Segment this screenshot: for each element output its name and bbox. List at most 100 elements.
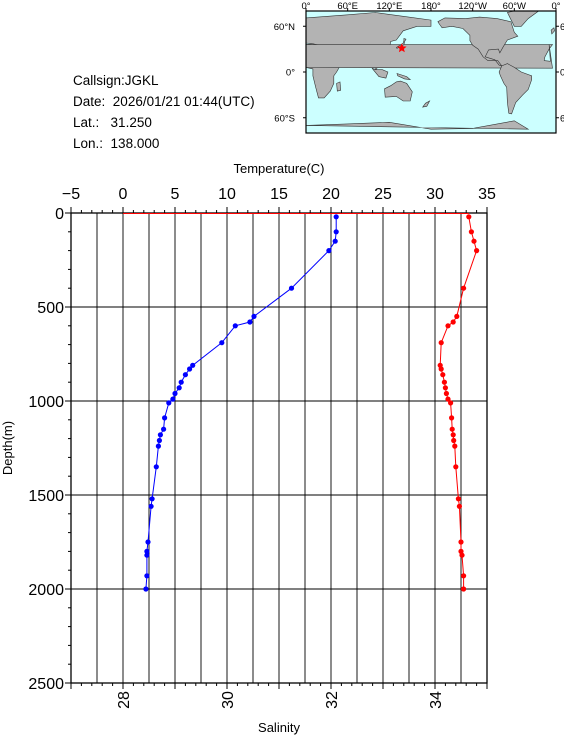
temperature-point	[326, 248, 332, 254]
callsign-label: Callsign:	[73, 73, 125, 88]
salinity-point	[461, 573, 467, 579]
lat-row: Lat.: 31.250	[73, 112, 152, 133]
left-axis-tick-label: 1000	[28, 394, 64, 411]
salinity-point	[441, 379, 447, 385]
temperature-point	[143, 586, 149, 592]
map-lat-label: 60°S	[560, 113, 564, 124]
salinity-point	[438, 366, 444, 372]
salinity-point	[474, 248, 480, 254]
temperature-point	[155, 443, 161, 449]
salinity-point	[453, 464, 459, 470]
temperature-point	[144, 548, 150, 555]
top-axis-title: Temperature(C)	[233, 161, 324, 176]
bottom-axis-title: Salinity	[258, 720, 300, 735]
bottom-axis-tick-label: 28	[116, 691, 133, 709]
map-lon-label: 120°W	[458, 1, 487, 12]
temperature-point	[148, 503, 154, 509]
temperature-point	[161, 426, 167, 432]
salinity-point	[458, 539, 464, 545]
temperature-point	[149, 496, 155, 502]
date-row: Date: 2026/01/21 01:44(UTC)	[73, 91, 255, 112]
bottom-axis-tick-label: 30	[220, 691, 237, 709]
salinity-point	[450, 319, 456, 325]
callsign-value: JGKL	[124, 73, 159, 88]
salinity-point	[471, 238, 477, 244]
salinity-point	[449, 426, 455, 432]
lat-value: 31.250	[110, 115, 152, 130]
temperature-line	[145, 216, 337, 590]
left-axis-tick-label: 500	[37, 300, 64, 317]
temperature-point	[187, 366, 193, 372]
map-lon-label: 180°	[421, 1, 441, 12]
map-land-australia	[384, 80, 413, 102]
temperature-point	[190, 362, 196, 368]
top-axis-tick-label: 25	[374, 186, 392, 203]
lon-value: 138.000	[110, 136, 160, 151]
top-axis-tick-label: 20	[322, 186, 340, 203]
map-lon-label: 0°	[301, 1, 310, 12]
salinity-point	[451, 437, 457, 444]
salinity-point	[461, 586, 467, 592]
salinity-point	[454, 313, 460, 319]
map-land-west-africa	[305, 44, 554, 69]
lon-row: Lon.: 138.000	[73, 133, 159, 154]
salinity-point	[442, 385, 448, 391]
temperature-point	[172, 390, 178, 397]
profile-chart: −5 0 5 10 15 20 25 30 35 Temperature(C) 28 30 32 34 Sa…	[0, 161, 496, 735]
left-axis-tick-label: 0	[55, 206, 64, 223]
top-axis-tick-label: 30	[426, 186, 444, 203]
salinity-point	[440, 372, 446, 378]
salinity-point	[449, 415, 455, 421]
top-axis-tick-label: 35	[478, 186, 496, 203]
salinity-point	[445, 323, 451, 329]
bottom-axis-tick-label: 34	[428, 691, 445, 709]
salinity-point	[450, 432, 456, 438]
temperature-point	[182, 372, 188, 378]
temperature-point	[162, 415, 168, 421]
map-lat-label: 0°	[286, 68, 295, 79]
top-axis-tick-label: 15	[270, 186, 288, 203]
lon-label: Lon.:	[73, 136, 104, 151]
map-lon-label: 60°W	[503, 1, 526, 12]
salinity-point	[466, 214, 472, 220]
date-label: Date:	[73, 94, 106, 109]
temperature-point	[333, 229, 339, 235]
temperature-point	[176, 385, 182, 391]
bottom-axis-tick-label: 32	[324, 691, 341, 709]
temperature-point	[288, 285, 295, 291]
map-land-south-america	[498, 63, 533, 115]
temperature-point	[156, 437, 162, 444]
salinity-line	[439, 216, 478, 589]
salinity-point	[443, 390, 449, 397]
map-land-madagascar	[336, 81, 342, 92]
temperature-point	[232, 323, 238, 329]
station-marker-icon	[397, 43, 407, 53]
map-lon-label: 120°E	[376, 1, 402, 12]
world-map: 0° 60°E 120°E 180° 120°W 60°W 0° 60°N 60°N 0° 0° 60…	[274, 1, 564, 134]
top-axis-tick-label: 0	[119, 186, 128, 203]
top-axis-tick-label: 10	[218, 186, 236, 203]
map-land-indonesia	[371, 67, 389, 79]
salinity-point	[445, 396, 451, 402]
top-axis-tick-label: −5	[62, 186, 80, 203]
map-land-new-guinea	[396, 73, 412, 81]
salinity-point	[448, 400, 454, 406]
left-axis-tick-label: 2000	[28, 582, 64, 599]
temperature-point	[166, 400, 172, 406]
salinity-point	[455, 496, 461, 502]
map-lat-label: 60°N	[560, 22, 564, 33]
salinity-point	[438, 340, 444, 346]
date-value: 2026/01/21 01:44(UTC)	[112, 94, 255, 109]
temperature-point	[170, 396, 176, 402]
map-lat-label: 60°S	[274, 113, 295, 124]
map-land-new-zealand	[422, 100, 431, 108]
temperature-point	[247, 319, 253, 325]
left-axis-title: Depth(m)	[0, 421, 15, 475]
map-lon-label: 60°E	[337, 1, 358, 12]
temperature-point	[157, 432, 163, 438]
temperature-point	[178, 379, 184, 385]
map-lat-label: 0°	[560, 68, 564, 79]
top-axis-tick-label: 5	[171, 186, 180, 203]
callsign-row: Callsign:JGKL	[73, 70, 159, 91]
